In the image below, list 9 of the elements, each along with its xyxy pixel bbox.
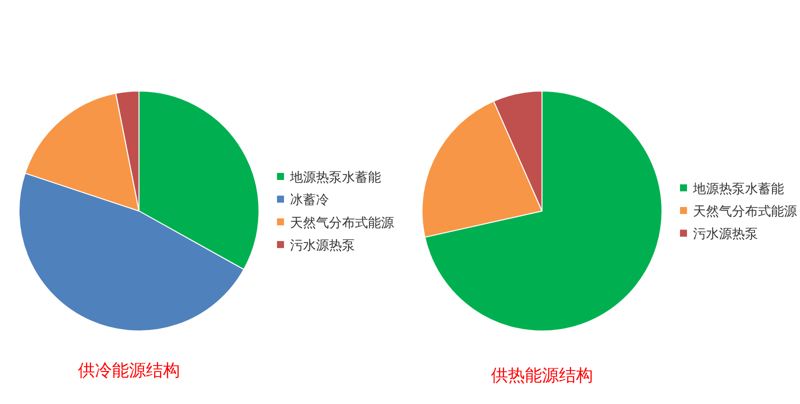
legend-label: 冰蓄冷 [290,192,329,208]
legend-label: 地源热泵水蓄能 [692,180,784,196]
legend-label: 污水源热泵 [693,226,758,242]
legend-label: 天然气分布式能源 [290,214,394,230]
legend-label: 天然气分布式能源 [693,204,797,218]
title: 供热能源结构 [491,366,593,385]
legend-label: 地源热泵水蓄能 [289,169,381,184]
title: 供冷能源结构 [78,361,180,380]
legend-label: 污水源热泵 [290,238,355,253]
